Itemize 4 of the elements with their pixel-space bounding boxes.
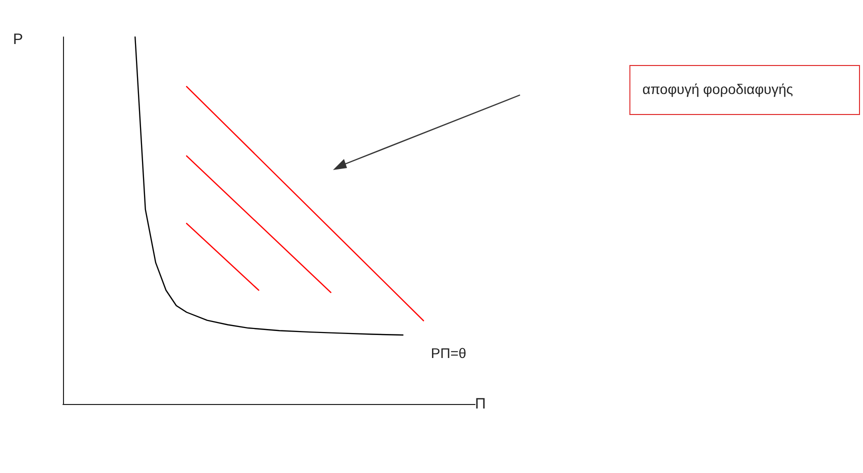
text: PΠ=θ bbox=[430, 345, 467, 362]
x-axis-title: Π bbox=[475, 396, 486, 412]
text: αποφυγή φοροδιαφυγής bbox=[642, 81, 794, 97]
y-axis-title: P bbox=[12, 31, 23, 48]
